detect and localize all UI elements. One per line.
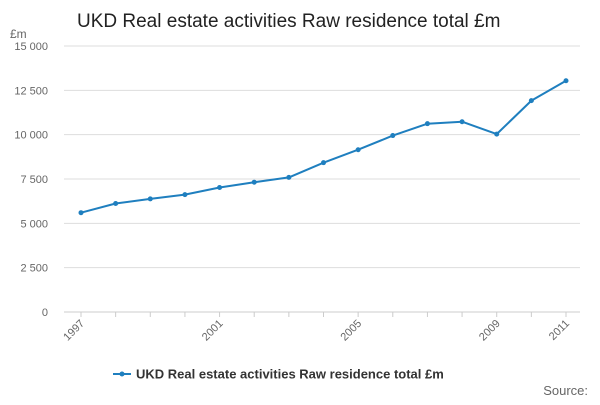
source-label: Source:	[543, 383, 588, 398]
data-point-2003[interactable]	[286, 174, 292, 180]
y-tick-label: 10 000	[14, 130, 48, 142]
y-tick-label: 7 500	[20, 174, 48, 186]
legend[interactable]: UKD Real estate activities Raw residence…	[113, 367, 444, 382]
data-point-2007[interactable]	[424, 121, 430, 127]
data-point-1997[interactable]	[78, 210, 84, 216]
y-axis-tick-labels: 0 2 500 5 000 7 500 10 000 12 500 15 000	[14, 41, 48, 319]
y-tick-label: 12 500	[14, 85, 48, 97]
data-point-2001[interactable]	[217, 185, 223, 191]
data-point-2002[interactable]	[251, 179, 257, 185]
series-layer	[78, 78, 569, 216]
data-point-2005[interactable]	[355, 147, 361, 153]
x-tick-label: 2009	[477, 318, 503, 344]
y-tick-label: 0	[42, 307, 48, 319]
x-axis: 1997 2001 2005 2009 2011	[61, 312, 572, 343]
x-tick-label: 2005	[338, 318, 364, 344]
data-point-2010[interactable]	[528, 98, 534, 104]
series-line-0	[80, 79, 567, 214]
x-tick-label: 1997	[61, 318, 87, 344]
data-point-2009[interactable]	[494, 131, 500, 137]
data-point-2000[interactable]	[182, 192, 188, 198]
gridlines	[64, 45, 580, 313]
legend-label: UKD Real estate activities Raw residence…	[136, 367, 444, 382]
y-tick-label: 5 000	[20, 218, 48, 230]
x-tick-label: 2001	[200, 318, 226, 344]
y-tick-label: 2 500	[20, 263, 48, 275]
legend-marker	[119, 371, 125, 377]
data-point-2006[interactable]	[390, 133, 396, 139]
chart-title: UKD Real estate activities Raw residence…	[77, 11, 500, 32]
data-point-2004[interactable]	[321, 160, 326, 166]
data-point-1999[interactable]	[147, 196, 153, 202]
y-tick-label: 15 000	[14, 41, 48, 53]
x-tick-label: 2011	[547, 318, 572, 343]
data-point-2011[interactable]	[563, 78, 569, 84]
data-point-1998[interactable]	[113, 200, 119, 206]
y-axis-unit-label: £m	[10, 27, 27, 41]
data-point-2008[interactable]	[459, 119, 465, 125]
